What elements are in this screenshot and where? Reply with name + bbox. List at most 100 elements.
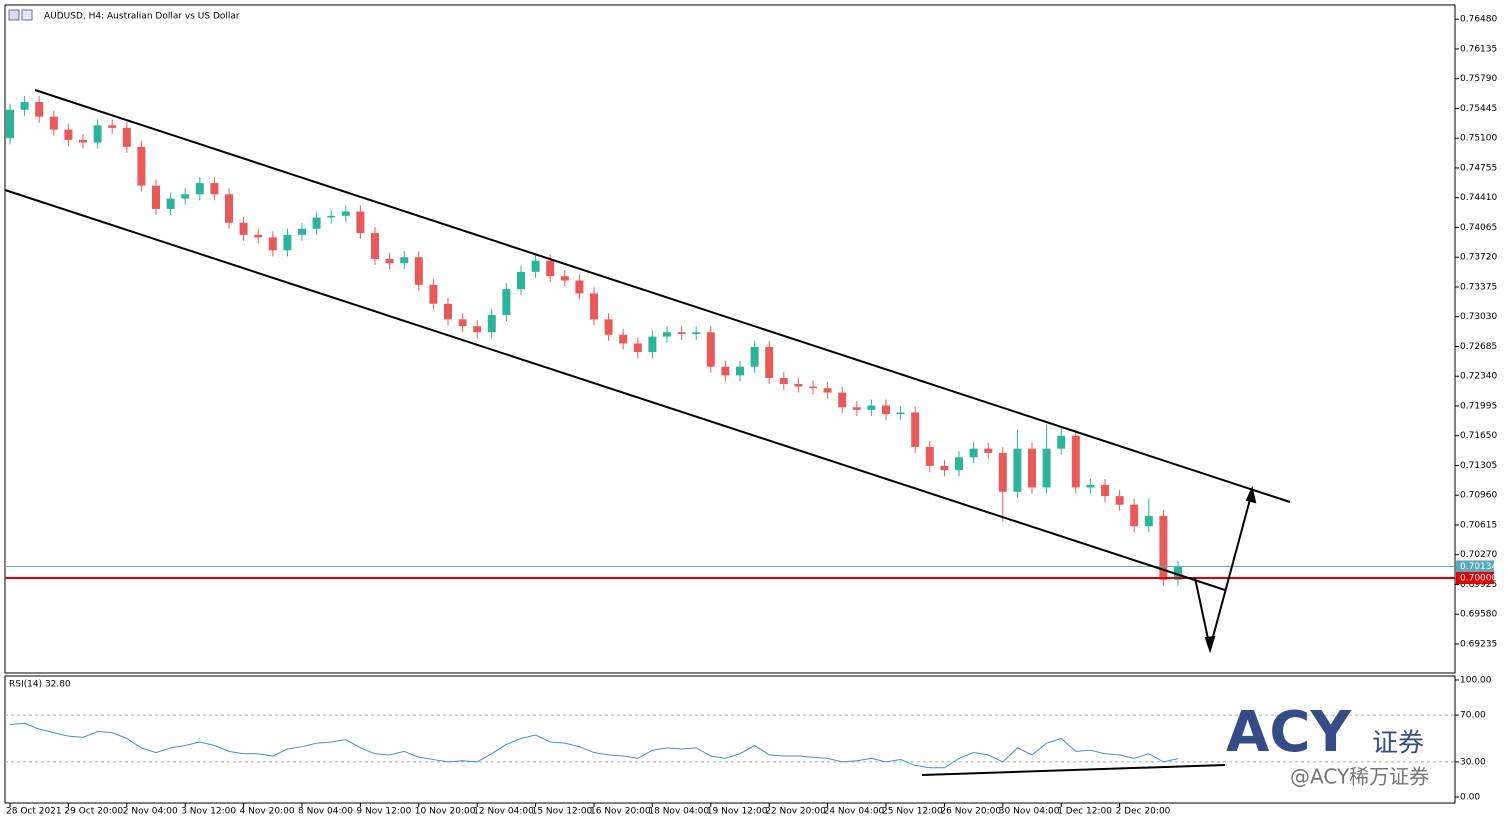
candle-body <box>225 194 233 223</box>
candle-body <box>1101 484 1109 497</box>
candle-body <box>823 388 832 393</box>
candle-body <box>298 228 306 235</box>
candle-body <box>152 185 160 209</box>
candle-body <box>1042 448 1051 488</box>
candle-body <box>955 457 963 471</box>
candle-body <box>736 366 744 376</box>
x-tick-label: 12 Nov 04:00 <box>473 807 534 817</box>
y-tick-label: 0.69235 <box>1460 639 1497 649</box>
rsi-panel <box>4 675 1456 804</box>
candle-body <box>458 319 467 327</box>
x-tick-label: 15 Nov 12:00 <box>532 807 593 817</box>
drawings <box>4 89 1291 776</box>
watermark: ACY 证券 @ACY稀万证券 <box>1226 700 1429 788</box>
price-label: 0.70000 <box>1460 574 1497 584</box>
candle-body <box>531 260 540 272</box>
candle-body <box>35 101 44 117</box>
price-label-box <box>1456 560 1494 573</box>
x-tick-label: 28 Oct 2021 <box>6 807 62 817</box>
y-tick-label: 0.71650 <box>1460 431 1497 441</box>
candle-body <box>429 284 438 304</box>
candle-body <box>984 448 993 453</box>
candle-body <box>648 336 657 353</box>
watermark-logo: ACY <box>1226 700 1352 765</box>
candle-body <box>765 346 774 378</box>
candle-body <box>137 146 146 186</box>
x-tick-label: 30 Nov 04:00 <box>999 807 1060 817</box>
candle-body <box>268 237 277 251</box>
candle-body <box>896 412 905 415</box>
x-tick-label: 4 Nov 20:00 <box>240 807 295 817</box>
candle-body <box>64 129 73 140</box>
arrow-head <box>1245 485 1257 504</box>
y-tick-label: 0.70615 <box>1460 520 1497 530</box>
candle-body <box>604 319 613 335</box>
candle-body <box>239 222 248 235</box>
candle-body <box>517 271 525 290</box>
candle-body <box>575 280 584 294</box>
x-tick-label: 18 Nov 04:00 <box>648 807 709 817</box>
y-tick-label: 0.69925 <box>1460 580 1497 590</box>
rsi-line <box>9 722 1179 769</box>
candle-body <box>633 343 642 353</box>
x-tick-label: 22 Nov 20:00 <box>765 807 826 817</box>
candle-body <box>1013 448 1022 492</box>
symbol-icon <box>21 9 33 21</box>
candle-body <box>619 334 628 344</box>
arrow-head <box>1204 635 1216 654</box>
x-tick-label: 16 Nov 20:00 <box>590 807 651 817</box>
candle-body <box>794 383 803 387</box>
candle-body <box>400 257 409 264</box>
rsi-title: RSI(14) 32.80 <box>9 680 71 690</box>
candle-body <box>1028 448 1036 488</box>
y-tick-label: 70.00 <box>1460 711 1486 721</box>
projection-arrow <box>1194 491 1253 649</box>
candle-body <box>721 366 730 376</box>
symbol-icon <box>8 9 20 21</box>
y-tick-label: 100.00 <box>1460 676 1492 686</box>
candle-body <box>444 303 452 320</box>
candle-body <box>6 109 14 139</box>
candle-body <box>181 194 190 199</box>
candle-body <box>560 276 569 281</box>
candle-body <box>1071 435 1080 488</box>
candle-body <box>195 183 204 195</box>
candle-body <box>838 392 847 408</box>
x-tick-label: 10 Nov 20:00 <box>415 807 476 817</box>
candle-body <box>779 377 788 384</box>
candle-body <box>1144 515 1153 527</box>
x-tick-label: 2 Nov 04:00 <box>123 807 178 817</box>
x-tick-label: 8 Nov 04:00 <box>298 807 353 817</box>
candle-body <box>49 116 58 130</box>
candle-body <box>998 452 1007 492</box>
y-tick-label: 0.75445 <box>1460 104 1497 114</box>
candle-body <box>911 412 920 447</box>
candle-body <box>1174 566 1182 580</box>
candle-body <box>108 125 117 128</box>
y-tick-label: 0.74065 <box>1460 223 1497 233</box>
candle-body <box>385 258 394 264</box>
x-tick-label: 25 Nov 12:00 <box>882 807 943 817</box>
y-tick-label: 0.72685 <box>1460 342 1497 352</box>
candle-body <box>93 125 102 143</box>
chart-title: AUDUSD, H4: Australian Dollar vs US Doll… <box>44 12 240 22</box>
candle-body <box>706 332 715 367</box>
candle-body <box>356 211 365 234</box>
candle-body <box>1130 504 1139 527</box>
candle-body <box>750 346 759 367</box>
price-label-box <box>1456 572 1494 585</box>
candle-body <box>692 332 701 334</box>
candle-body <box>1159 515 1168 580</box>
y-tick-label: 0.76135 <box>1460 44 1497 54</box>
candle-body <box>20 101 29 110</box>
candle-body <box>809 386 817 389</box>
x-tick-label: 9 Nov 12:00 <box>356 807 411 817</box>
x-tick-label: 26 Nov 20:00 <box>940 807 1001 817</box>
watermark-handle: @ACY稀万证券 <box>1290 765 1429 789</box>
candle-body <box>341 211 350 216</box>
x-tick-label: 24 Nov 04:00 <box>824 807 885 817</box>
y-tick-label: 0.69580 <box>1460 610 1497 620</box>
watermark-logo-suffix: 证券 <box>1372 729 1424 759</box>
channel-upper <box>34 89 1291 503</box>
y-tick-label: 0.74755 <box>1460 163 1497 173</box>
